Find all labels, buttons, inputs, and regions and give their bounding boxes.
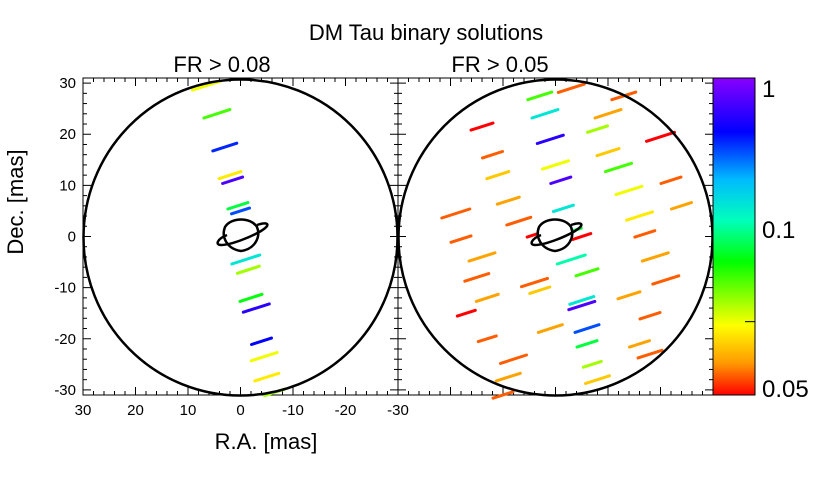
colorbar-ticks: [745, 77, 755, 396]
y-tick-label: 0: [68, 229, 76, 246]
solution-point: [640, 251, 670, 263]
solution-point: [595, 147, 621, 158]
solution-point: [614, 184, 644, 197]
colorbar-label-mid: 0.1: [762, 217, 795, 244]
solution-point: [567, 299, 597, 312]
solution-point: [574, 267, 600, 278]
left-panel-points: [190, 79, 287, 398]
x-tick-label: -30: [387, 402, 409, 419]
solution-point: [211, 141, 239, 153]
y-tick-label: -20: [54, 331, 76, 348]
solution-point: [526, 90, 554, 102]
y-tick-label: 10: [59, 177, 76, 194]
solution-point: [481, 150, 504, 160]
left-panel: [82, 77, 399, 398]
solution-point: [469, 121, 495, 132]
colorbar-label-max: 1: [762, 76, 775, 103]
solution-point: [636, 348, 664, 360]
solution-point: [616, 290, 642, 301]
solution-point: [555, 253, 587, 266]
solution-point: [584, 374, 611, 385]
solution-point: [575, 339, 599, 349]
x-tick-label: -20: [335, 402, 357, 419]
left-panel-subtitle: FR > 0.08: [173, 52, 270, 77]
solution-point: [520, 276, 549, 289]
colorbar-label-min: 0.05: [762, 376, 809, 403]
solution-point: [455, 308, 477, 318]
y-tick-label: 20: [59, 126, 76, 143]
solution-point: [226, 201, 250, 211]
colorbar-gradient: [712, 77, 756, 396]
chart-title: DM Tau binary solutions: [309, 20, 543, 45]
right-panel-subtitle: FR > 0.05: [451, 52, 548, 77]
y-tick-label: -10: [54, 280, 76, 297]
right-panel-points: [440, 82, 693, 400]
solution-point: [476, 334, 498, 344]
x-tick-label: 30: [75, 402, 92, 419]
solution-point: [651, 274, 681, 286]
solution-point: [645, 130, 676, 143]
solution-point: [485, 170, 511, 181]
solution-point: [604, 161, 633, 174]
left-panel-ticks: [82, 78, 399, 395]
x-tick-label: 0: [236, 402, 244, 419]
solution-point: [638, 311, 662, 321]
x-tick-labels: 30 20 10 0 -10 -20 -30: [75, 402, 409, 419]
x-tick-label: -10: [282, 402, 304, 419]
y-tick-label: 30: [59, 75, 76, 92]
solution-point: [505, 215, 533, 227]
solution-point: [217, 170, 243, 181]
solution-point: [535, 133, 565, 145]
solution-point: [250, 336, 273, 346]
left-saturn-icon: [216, 218, 269, 253]
solution-point: [581, 359, 603, 369]
solution-point: [491, 390, 515, 400]
colorbar: 1 0.1 0.05: [712, 76, 809, 403]
solution-point: [593, 108, 623, 120]
right-saturn-icon: [530, 218, 583, 253]
solution-point: [253, 371, 281, 383]
y-tick-labels: 30 20 10 0 -10 -20 -30: [54, 75, 76, 399]
solution-point: [633, 229, 657, 239]
solution-point: [499, 353, 528, 365]
solution-point: [241, 302, 271, 314]
x-tick-label: 10: [180, 402, 197, 419]
solution-point: [230, 253, 262, 266]
solution-point: [249, 351, 279, 363]
solution-point: [221, 175, 245, 185]
solution-point: [495, 195, 521, 206]
solution-point: [551, 203, 575, 214]
x-tick-label: 20: [127, 402, 144, 419]
solution-point: [571, 232, 593, 241]
solution-point: [467, 251, 497, 263]
solution-point: [573, 323, 601, 334]
y-axis-label: Dec. [mas]: [3, 149, 28, 254]
y-tick-label: -30: [54, 382, 76, 399]
solution-point: [549, 175, 573, 185]
solution-point: [536, 323, 564, 334]
solution-point: [528, 285, 552, 295]
solution-point: [659, 175, 683, 185]
solution-point: [235, 264, 261, 275]
solution-point: [556, 82, 586, 94]
solution-point: [494, 371, 522, 383]
solution-point: [530, 108, 560, 120]
solution-point: [474, 292, 500, 303]
solution-point: [628, 339, 651, 349]
solution-point: [625, 210, 654, 222]
solution-point: [202, 108, 232, 120]
solution-point: [230, 206, 251, 216]
solution-point: [440, 207, 472, 220]
solution-point: [449, 234, 473, 244]
x-axis-label: R.A. [mas]: [215, 429, 318, 454]
solution-point: [463, 272, 491, 283]
solution-point: [670, 201, 693, 211]
solution-point: [586, 124, 609, 134]
solution-point: [541, 159, 570, 171]
solution-point: [568, 295, 596, 306]
solution-point: [238, 292, 264, 303]
right-panel: [397, 77, 714, 400]
